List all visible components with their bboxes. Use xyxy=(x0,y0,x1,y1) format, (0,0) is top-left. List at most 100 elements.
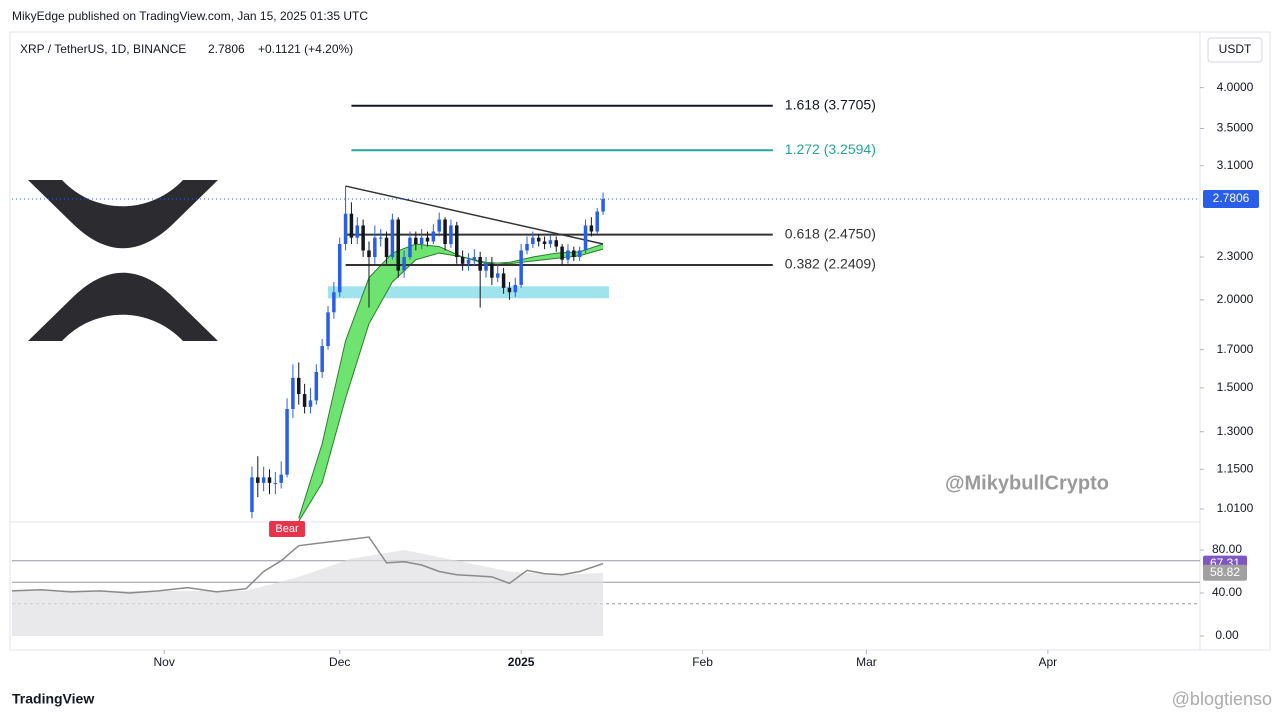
candle-body xyxy=(384,237,389,258)
candle-body xyxy=(285,409,289,475)
candle-body xyxy=(501,273,506,288)
candle-body xyxy=(455,225,459,258)
rsi_ma-tag xyxy=(1203,564,1247,581)
ribbon-slow xyxy=(298,248,604,522)
candle-body xyxy=(495,273,500,278)
candle-body xyxy=(419,237,424,245)
candle-body xyxy=(326,312,330,347)
candle-body xyxy=(595,211,599,232)
candle-body xyxy=(443,219,447,245)
fib-label: 0.618 (2.4750) xyxy=(785,225,876,241)
candle-body xyxy=(261,477,266,483)
candle-body xyxy=(472,257,477,260)
candle-body xyxy=(525,244,529,251)
y-tick-label: 1.1500 xyxy=(1217,461,1254,475)
y-tick-label: 1.5000 xyxy=(1217,380,1254,394)
xrp-logo xyxy=(28,180,218,341)
rsi-tick-label: 40.00 xyxy=(1212,585,1242,599)
header-change: +0.1121 (+4.20%) xyxy=(258,42,353,56)
candle-body xyxy=(484,263,488,271)
candle-body xyxy=(536,237,541,242)
candle-body xyxy=(577,250,582,258)
y-tick-label: 4.0000 xyxy=(1217,80,1254,94)
candle-body xyxy=(349,213,354,238)
candle-body xyxy=(320,346,324,372)
candle-body xyxy=(601,198,605,212)
x-tick-label: Nov xyxy=(153,655,174,669)
candle-body xyxy=(490,263,494,278)
rsi-tick-label: 0.00 xyxy=(1215,628,1239,642)
candle-body xyxy=(425,237,430,242)
candle-body xyxy=(513,284,518,293)
rsi-ma-area xyxy=(12,549,604,637)
candle-body xyxy=(560,246,564,260)
candle-body xyxy=(460,257,465,264)
candle-body xyxy=(589,225,594,232)
signal-label: Bear xyxy=(275,523,299,535)
candle-body xyxy=(390,219,395,258)
candle-body xyxy=(291,377,295,410)
y-tick-label: 3.5000 xyxy=(1217,121,1254,135)
candle-body xyxy=(554,240,559,247)
y-tick-label: 2.0000 xyxy=(1217,292,1254,306)
candle-body xyxy=(402,257,406,271)
header-price: 2.7806 xyxy=(208,42,245,56)
candle-body xyxy=(408,237,412,258)
candle-body xyxy=(396,219,401,271)
candle-body xyxy=(531,237,535,245)
candle-body xyxy=(583,225,588,251)
y-tick-label: 2.3000 xyxy=(1217,249,1254,263)
candle-body xyxy=(308,400,313,407)
candle-body xyxy=(273,482,278,484)
frame xyxy=(9,31,1271,651)
candle-body xyxy=(256,477,260,483)
candle-body xyxy=(414,237,418,245)
candle-body xyxy=(343,213,348,245)
candle-body xyxy=(337,244,342,293)
candle-body xyxy=(466,259,471,264)
rsi-tick-label: 80.00 xyxy=(1212,542,1242,556)
fib-label: 1.272 (3.2594) xyxy=(785,141,876,157)
x-tick-label: Apr xyxy=(1038,655,1057,669)
x-tick-label: Mar xyxy=(856,655,877,669)
symbol: XRP / TetherUS, 1D, BINANCE xyxy=(20,42,186,56)
candle-body xyxy=(478,257,482,271)
x-tick-label: Dec xyxy=(329,655,350,669)
candle-body xyxy=(314,371,319,401)
y-tick-label: 1.7000 xyxy=(1217,342,1254,356)
candle-body xyxy=(367,250,371,258)
brand: TradingView xyxy=(12,691,94,707)
candle-body xyxy=(373,237,377,258)
candle-body xyxy=(361,225,365,251)
ribbon-fill xyxy=(298,244,604,522)
candle-body xyxy=(437,219,441,232)
candle-body xyxy=(507,287,512,293)
trendline xyxy=(345,185,604,245)
candle-body xyxy=(332,292,336,313)
currency-box[interactable] xyxy=(1207,37,1263,63)
y-tick-label: 1.3000 xyxy=(1217,424,1254,438)
publisher: MikyEdge published on TradingView.com, J… xyxy=(12,9,368,23)
last-price-tag xyxy=(1203,189,1259,208)
candle-body xyxy=(355,225,360,238)
candle-body xyxy=(548,240,553,245)
ribbon-fast xyxy=(298,243,604,519)
y-tick-label: 3.1000 xyxy=(1217,158,1254,172)
candle-body xyxy=(302,394,307,407)
candle-body xyxy=(572,250,576,258)
candle-body xyxy=(431,231,436,242)
candle-body xyxy=(519,250,523,285)
signal-box xyxy=(269,521,306,537)
rsi_ma-tag-label: 58.82 xyxy=(1210,565,1240,579)
currency[interactable]: USDT xyxy=(1219,42,1252,56)
last-price-label: 2.7806 xyxy=(1213,191,1250,205)
candle-body xyxy=(378,237,383,239)
candle-body xyxy=(542,241,547,245)
watermark: @blogtienso xyxy=(1172,689,1272,709)
support-zone xyxy=(328,286,609,299)
candle-body xyxy=(449,225,453,245)
x-tick-label: 2025 xyxy=(508,655,535,669)
x-tick-label: Feb xyxy=(692,655,713,669)
handle: @MikybullCrypto xyxy=(945,472,1109,494)
